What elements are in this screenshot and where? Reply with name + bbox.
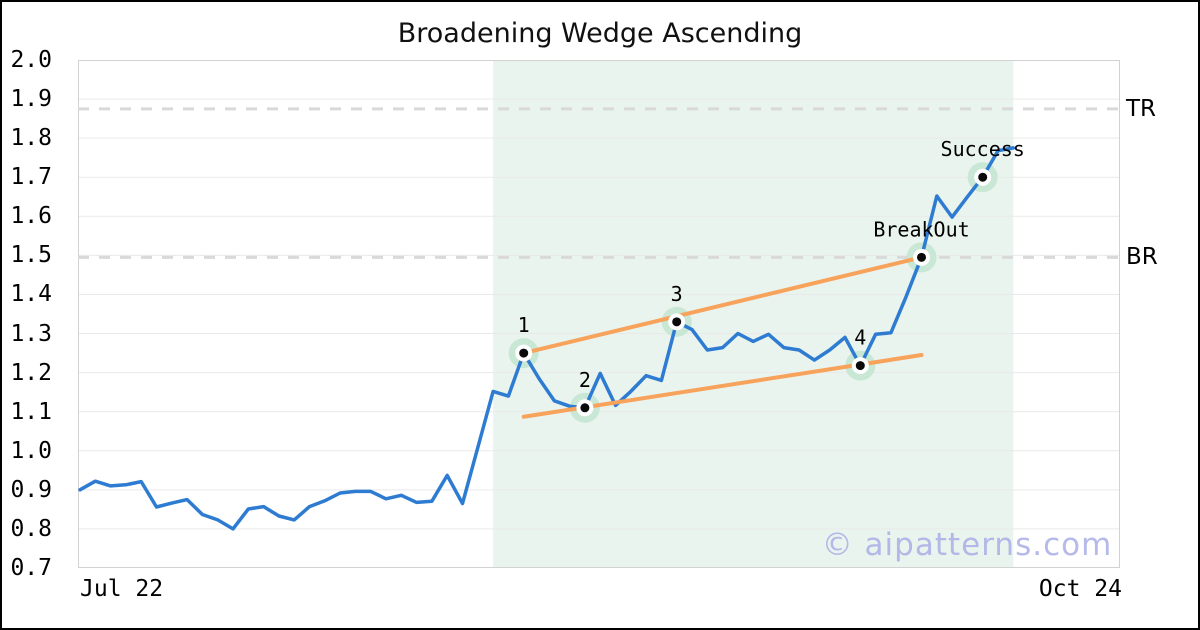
y-tick-label: 1.8 (10, 125, 52, 152)
marker-dot (519, 348, 529, 358)
y-tick-label: 1.4 (10, 281, 52, 308)
marker-dot (855, 361, 865, 371)
y-tick-label: 2.0 (10, 47, 52, 73)
point-label: 1 (518, 313, 530, 337)
y-tick-label: 1.7 (10, 164, 52, 191)
y-tick-label: 0.9 (10, 476, 52, 503)
trendline-resistance (521, 255, 924, 356)
y-tick-label: 1.0 (10, 437, 52, 464)
x-tick-start: Jul 22 (80, 576, 164, 602)
level-label-tr: TR (1126, 95, 1157, 122)
marker-dot (580, 403, 590, 413)
y-tick-label: 1.3 (10, 320, 52, 347)
point-label: BreakOut (873, 217, 969, 241)
pattern-zone (493, 60, 1014, 568)
y-tick-label: 1.5 (10, 242, 52, 269)
point-label: 2 (579, 368, 591, 392)
marker-dot (672, 317, 682, 327)
y-tick-label: 0.8 (10, 515, 52, 542)
y-tick-label: 1.9 (10, 86, 52, 113)
marker-dot (978, 172, 988, 182)
point-label: Success (941, 137, 1025, 161)
y-tick-label: 1.2 (10, 359, 52, 386)
plot-border (78, 60, 1120, 568)
point-label: 3 (671, 282, 683, 306)
chart-title: Broadening Wedge Ascending (397, 18, 803, 49)
y-tick-label: 0.7 (10, 555, 52, 581)
y-tick-label: 1.6 (10, 203, 52, 230)
y-tick-label: 1.1 (10, 398, 52, 425)
marker-dot (917, 252, 926, 262)
level-label-br: BR (1126, 244, 1158, 271)
x-tick-end: Oct 24 (1038, 576, 1122, 602)
watermark: © aipatterns.com (821, 527, 1113, 563)
point-label: 4 (854, 326, 866, 350)
